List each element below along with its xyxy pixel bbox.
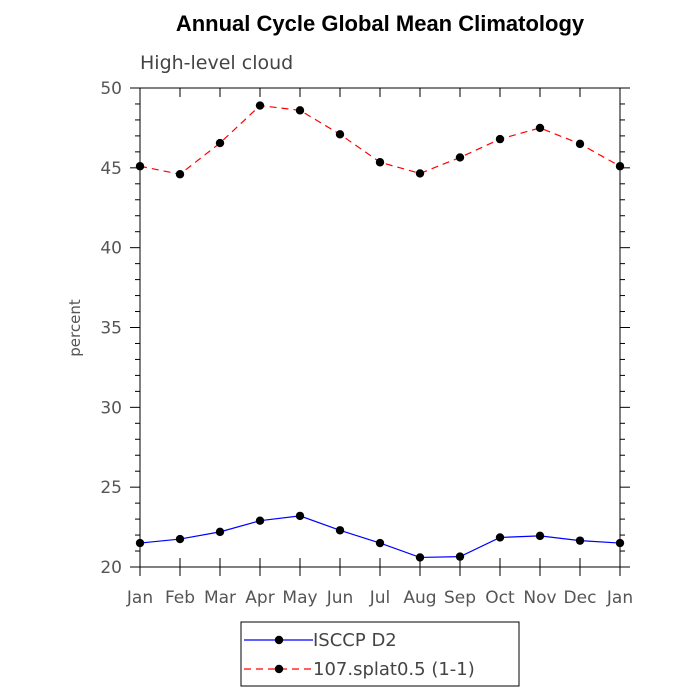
y-tick-label: 35: [100, 319, 122, 339]
series-point-1: [535, 123, 545, 133]
series-point-0: [615, 538, 625, 548]
x-tick-label: Nov: [523, 588, 556, 608]
x-tick-label: Jan: [606, 588, 633, 608]
axis-ticks: [130, 87, 630, 576]
series-point-0: [335, 526, 345, 535]
y-tick-labels: 20 25 30 35 40 45 50: [100, 79, 122, 578]
series-point-0: [455, 552, 465, 561]
series-point-1: [295, 106, 305, 115]
series-point-0: [295, 511, 305, 521]
legend-sample-marker-1: [274, 664, 284, 674]
series-point-0: [575, 536, 585, 545]
x-tick-label: Jan: [126, 588, 153, 608]
series-point-1: [455, 153, 465, 162]
x-tick-label: May: [282, 588, 317, 608]
chart-title: Annual Cycle Global Mean Climatology: [176, 11, 585, 36]
series-point-1: [615, 162, 625, 171]
series-point-0: [175, 534, 185, 544]
series-line-0: [139, 515, 621, 559]
x-tick-label: Apr: [245, 588, 274, 608]
x-tick-label: Dec: [564, 588, 597, 608]
x-tick-label: Oct: [485, 588, 515, 608]
series-point-1: [575, 139, 585, 149]
x-tick-label: Jul: [369, 588, 391, 608]
y-axis-label: percent: [66, 299, 84, 357]
series-point-0: [255, 516, 265, 525]
y-tick-label: 25: [100, 478, 122, 498]
legend-sample-marker-0: [274, 635, 284, 645]
series-point-1: [375, 158, 385, 167]
y-tick-label: 30: [100, 398, 122, 418]
legend-label-isccp: ISCCP D2: [313, 630, 397, 651]
series-point-0: [535, 531, 545, 541]
legend: ISCCP D2 107.splat0.5 (1-1): [240, 621, 520, 687]
series-point-1: [135, 162, 145, 171]
series-point-1: [215, 138, 225, 148]
x-tick-label: Feb: [165, 588, 195, 608]
y-tick-label: 45: [100, 159, 122, 179]
series-point-0: [215, 527, 225, 537]
legend-label-model: 107.splat0.5 (1-1): [313, 659, 475, 680]
x-tick-label: Sep: [444, 588, 476, 608]
x-tick-label: Mar: [204, 588, 236, 608]
series-point-1: [335, 130, 345, 139]
y-tick-label: 50: [100, 79, 122, 99]
series-point-0: [375, 538, 385, 548]
series-point-0: [135, 538, 145, 548]
x-tick-labels: Jan Feb Mar Apr May Jun Jul Aug Sep Oct Nov Dec Jan: [126, 588, 633, 608]
x-tick-label: Aug: [403, 588, 436, 608]
legend-frame: [240, 621, 520, 687]
series-point-1: [175, 170, 185, 179]
series-point-1: [415, 169, 425, 178]
y-tick-label: 40: [100, 239, 122, 259]
series-point-1: [495, 134, 505, 144]
y-tick-label: 20: [100, 558, 122, 578]
x-tick-label: Jun: [326, 588, 354, 608]
chart-subtitle: High-level cloud: [140, 52, 293, 74]
series-point-0: [415, 553, 425, 562]
series-point-1: [255, 101, 265, 110]
data-series: [135, 101, 625, 562]
series-point-0: [495, 533, 505, 542]
